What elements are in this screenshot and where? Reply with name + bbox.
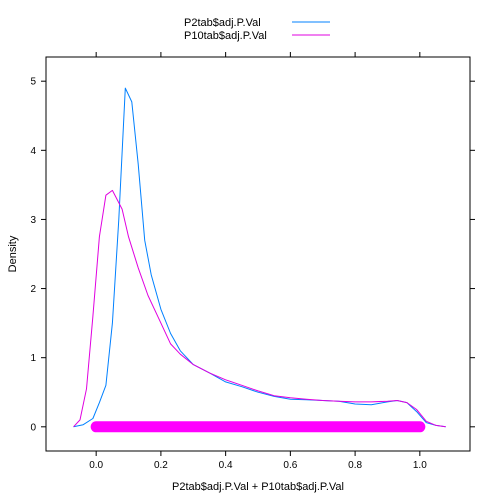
plot-frame bbox=[45, 56, 471, 452]
y-tick-label-4: 4 bbox=[30, 146, 36, 157]
x-tick-label-1: 0.2 bbox=[154, 460, 168, 471]
y-tick-label-3: 3 bbox=[30, 215, 36, 226]
legend-label-p2: P2tab$adj.P.Val bbox=[184, 17, 261, 29]
y-tick-label-1: 1 bbox=[30, 353, 36, 364]
x-tick-label-5: 1.0 bbox=[413, 460, 427, 471]
x-tick-label-4: 0.8 bbox=[348, 460, 362, 471]
y-axis-label: Density bbox=[7, 235, 19, 272]
x-tick-label-3: 0.6 bbox=[283, 460, 297, 471]
series-line-0 bbox=[73, 87, 446, 428]
x-axis-label: P2tab$adj.P.Val + P10tab$adj.P.Val bbox=[172, 481, 344, 493]
series-layer bbox=[73, 87, 446, 428]
y-tick-label-5: 5 bbox=[30, 77, 36, 88]
y-axis: 0 1 2 3 4 5 bbox=[30, 77, 475, 433]
x-tick-label-2: 0.4 bbox=[219, 460, 233, 471]
legend-label-p10: P10tab$adj.P.Val bbox=[184, 30, 267, 42]
legend: P2tab$adj.P.Val P10tab$adj.P.Val bbox=[184, 17, 330, 42]
y-tick-label-2: 2 bbox=[30, 284, 36, 295]
series-line-1 bbox=[73, 189, 446, 428]
x-tick-label-0: 0.0 bbox=[89, 460, 103, 471]
x-axis: 0.0 0.2 0.4 0.6 0.8 1.0 bbox=[89, 52, 427, 471]
y-tick-label-0: 0 bbox=[30, 422, 36, 433]
